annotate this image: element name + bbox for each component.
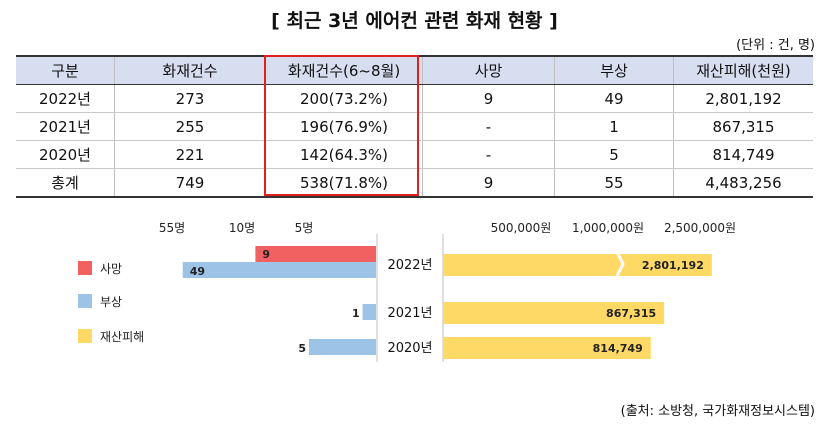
deaths-bar xyxy=(255,246,376,262)
damage-bar xyxy=(443,302,665,324)
table-cell: 1 xyxy=(554,112,674,141)
table-cell: 255 xyxy=(114,112,266,141)
fire-chart: 55명 10명 5명 500,000원 1,000,000원 2,500,000원 2022… xyxy=(78,221,736,362)
unit-note: (단위 : 건, 명) xyxy=(736,38,815,53)
injuries-bar xyxy=(309,339,376,355)
table-cell: 9 xyxy=(422,168,555,198)
left-axis-tick: 5명 xyxy=(295,221,314,235)
table-cell: 총계 xyxy=(16,168,115,198)
table-cell: 2021년 xyxy=(16,112,115,141)
legend-swatch xyxy=(78,294,92,308)
legend-swatch xyxy=(78,329,92,343)
table-cell: 9 xyxy=(422,84,555,113)
table-row: 2022년 273 200(73.2%) 9 49 2,801,192 xyxy=(16,84,813,113)
source-note: (출처: 소방청, 국가화재정보시스템) xyxy=(620,404,815,419)
table-cell: 55 xyxy=(554,168,674,198)
table-cell: 749 xyxy=(114,168,266,198)
table-cell: 4,483,256 xyxy=(673,168,813,198)
table-cell: 49 xyxy=(554,84,674,113)
header-deaths: 사망 xyxy=(422,55,555,85)
damage-bar xyxy=(443,254,712,276)
injuries-label: 49 xyxy=(190,265,205,278)
damage-label: 2,801,192 xyxy=(642,259,704,272)
table-row: 2021년 255 196(76.9%) - 1 867,315 xyxy=(16,112,813,141)
table-cell: 538(71.8%) xyxy=(265,168,423,198)
damage-label: 867,315 xyxy=(606,307,656,320)
table-row: 2020년 221 142(64.3%) - 5 814,749 xyxy=(16,140,813,169)
left-axis-tick: 55명 xyxy=(159,221,185,235)
table-cell: 2,801,192 xyxy=(673,84,813,113)
table-cell: - xyxy=(422,112,555,141)
legend-swatch xyxy=(78,261,92,275)
table-row-total: 총계 749 538(71.8%) 9 55 4,483,256 xyxy=(16,168,813,198)
header-fire-count-summer: 화재건수(6~8월) xyxy=(265,55,423,85)
table-cell: 142(64.3%) xyxy=(265,140,423,169)
table-cell: 196(76.9%) xyxy=(265,112,423,141)
damage-bar xyxy=(443,337,651,359)
table-header-row: 구분 화재건수 화재건수(6~8월) 사망 부상 재산피해(천원) xyxy=(16,55,813,85)
table-cell: 273 xyxy=(114,84,266,113)
right-axis-tick: 1,000,000원 xyxy=(572,221,644,235)
header-fire-count: 화재건수 xyxy=(114,55,266,85)
header-category: 구분 xyxy=(16,55,115,85)
injuries-bar xyxy=(362,304,376,320)
legend-label: 부상 xyxy=(100,295,122,309)
category-label: 2021년 xyxy=(387,306,432,321)
injuries-label: 1 xyxy=(352,307,360,320)
table-cell: 221 xyxy=(114,140,266,169)
table-cell: 2020년 xyxy=(16,140,115,169)
right-axis-tick: 500,000원 xyxy=(491,221,552,235)
damage-label: 814,749 xyxy=(593,342,643,355)
table-cell: 5 xyxy=(554,140,674,169)
header-property-damage: 재산피해(천원) xyxy=(673,55,813,85)
injuries-label: 5 xyxy=(298,342,306,355)
table-cell: - xyxy=(422,140,555,169)
axis-break-mark xyxy=(615,251,625,277)
legend-label: 재산피해 xyxy=(100,330,144,344)
deaths-label: 9 xyxy=(262,248,270,261)
fire-stats-table: 구분 화재건수 화재건수(6~8월) 사망 부상 재산피해(천원) 2022년 … xyxy=(16,55,813,198)
table-cell: 200(73.2%) xyxy=(265,84,423,113)
table-cell: 867,315 xyxy=(673,112,813,141)
category-label: 2020년 xyxy=(387,341,432,356)
table-cell: 2022년 xyxy=(16,84,115,113)
legend-label: 사망 xyxy=(100,262,122,276)
header-injuries: 부상 xyxy=(554,55,674,85)
right-axis-tick: 2,500,000원 xyxy=(664,221,736,235)
table-cell: 814,749 xyxy=(673,140,813,169)
page-title: [ 최근 3년 에어컨 관련 화재 현황 ] xyxy=(271,10,558,32)
category-label: 2022년 xyxy=(387,258,432,273)
injuries-bar xyxy=(182,262,376,278)
left-axis-tick: 10명 xyxy=(229,221,255,235)
